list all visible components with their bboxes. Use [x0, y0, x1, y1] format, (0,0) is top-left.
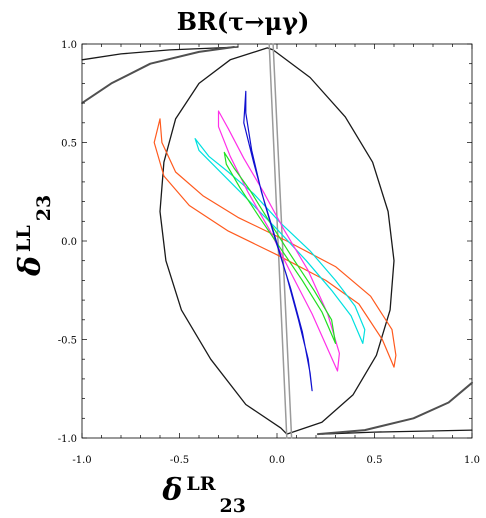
y-axis-superscript: LL: [13, 225, 35, 252]
contour-series-1: [159, 47, 395, 435]
x-tick-label: -1.0: [72, 455, 91, 466]
x-axis-label: δ LR 23: [161, 473, 246, 517]
y-tick-label: -0.5: [58, 336, 77, 347]
x-tick-label: 0.0: [269, 455, 285, 466]
contour-series-8: [153, 118, 397, 368]
x-tick-label: 1.0: [464, 455, 480, 466]
x-axis-superscript: LR: [186, 473, 215, 495]
contour-series-11: [223, 151, 337, 344]
y-tick-label: -1.0: [58, 434, 77, 445]
plot-frame: [81, 43, 473, 439]
contour-series-4: [81, 46, 236, 105]
contour-series-6: [268, 43, 288, 439]
contour-series-9: [194, 138, 366, 344]
axis-ticks: -1.0 -0.5 0.0 0.5 1.0 1.0 0.5 0.0 -0.5 -1.0: [58, 40, 480, 466]
y-tick-label: 1.0: [61, 40, 77, 51]
contour-series-5: [316, 381, 473, 436]
x-axis-subscript: 23: [220, 495, 246, 517]
plot-area: [81, 43, 473, 439]
y-tick-label: 0.5: [61, 139, 77, 150]
y-axis-subscript: 23: [33, 195, 55, 221]
x-tick-label: 0.5: [367, 455, 383, 466]
x-axis-symbol: δ: [161, 473, 182, 508]
y-tick-label: 0.0: [61, 237, 77, 248]
contour-series-10: [217, 110, 340, 372]
x-tick-label: -0.5: [170, 455, 189, 466]
y-axis-symbol: δ: [13, 256, 48, 277]
contour-series-3: [321, 429, 473, 435]
contour-series-12: [243, 90, 313, 392]
y-axis-label: δ LL 23: [13, 195, 55, 277]
chart-title: BR(τ→μγ): [177, 7, 310, 36]
